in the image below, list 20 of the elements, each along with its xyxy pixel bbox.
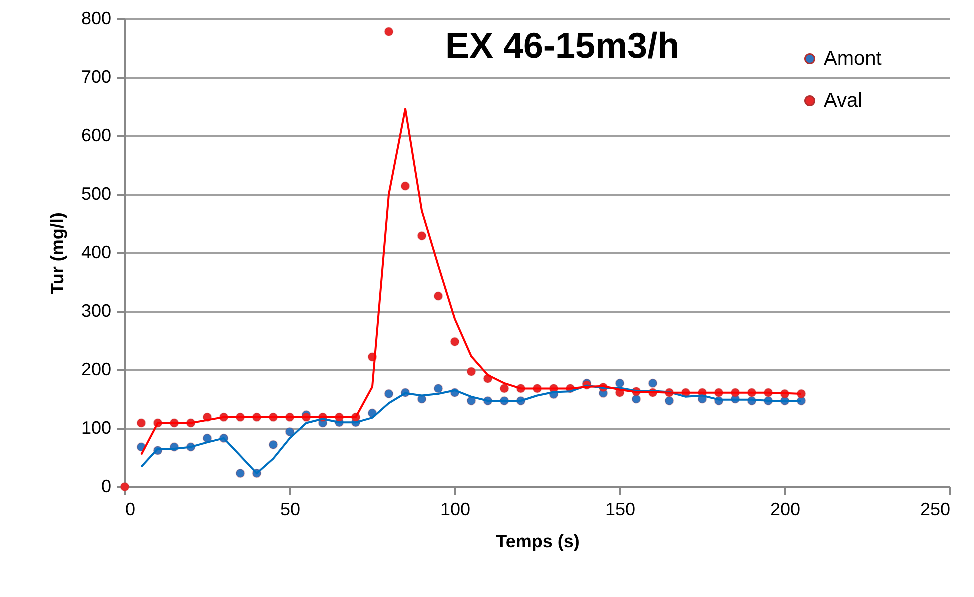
y-tick-label: 400 bbox=[81, 242, 112, 262]
x-tick-label: 50 bbox=[280, 500, 301, 520]
x-tick-label: 150 bbox=[605, 500, 636, 520]
x-tick-label: 200 bbox=[770, 500, 801, 520]
x-axis-title: Temps (s) bbox=[496, 532, 580, 552]
legend-label: Amont bbox=[824, 48, 882, 70]
y-tick-label: 700 bbox=[81, 67, 112, 87]
y-tick-label: 500 bbox=[81, 184, 112, 204]
x-tick-label: 250 bbox=[920, 500, 950, 520]
y-tick-label: 200 bbox=[81, 360, 112, 380]
y-tick-label: 800 bbox=[81, 8, 112, 28]
x-tick-label: 100 bbox=[440, 500, 471, 520]
legend-label: Aval bbox=[824, 90, 863, 112]
y-tick-label: 600 bbox=[81, 126, 112, 146]
y-tick-label: 300 bbox=[81, 301, 112, 321]
x-tick-label: 0 bbox=[126, 500, 136, 520]
y-axis-title: Tur (mg/l) bbox=[47, 212, 68, 294]
y-tick-label: 100 bbox=[81, 418, 112, 438]
chart-title: EX 46-15m3/h bbox=[445, 25, 680, 66]
y-tick-label: 0 bbox=[101, 476, 112, 496]
